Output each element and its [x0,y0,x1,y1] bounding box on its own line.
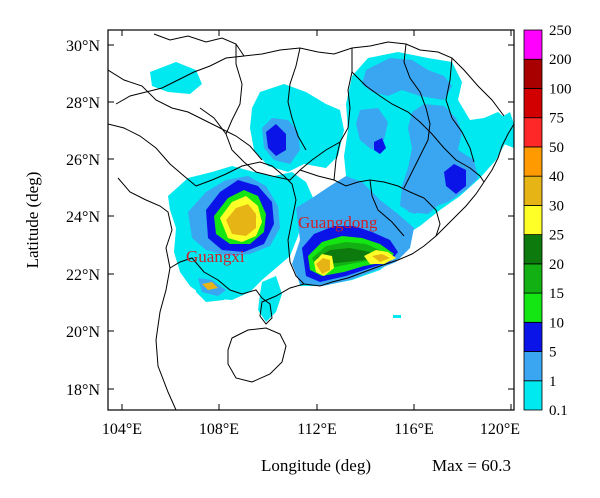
province-border-g [351,71,485,183]
province-border-north [153,33,505,117]
colorbar-swatch [523,117,543,148]
colorbar-level-label: 20 [549,257,564,273]
colorbar-level-label: 5 [549,345,557,361]
colorbar-level-label: 25 [549,228,564,244]
province-border-b [108,123,197,187]
colorbar-swatch [523,292,543,323]
province-border-h [403,43,431,189]
y-axis [108,44,514,390]
colorbar-level-label: 75 [549,111,564,127]
x-tick-label: 112°E [297,421,337,438]
rain-band-cyan-ne [498,112,514,148]
colorbar-swatch [523,88,543,119]
rain-band-1to5-east [362,58,452,100]
mainland-coastline [169,123,514,325]
colorbar-swatch [523,234,543,265]
colorbar-swatch [523,204,543,236]
x-tick-label: 116°E [394,421,434,438]
colorbar-swatch [523,175,543,206]
y-tick-label: 28°N [66,95,100,112]
province-border-m [333,141,341,181]
colorbar-swatch [523,29,543,60]
colorbar-swatch [523,351,543,382]
region-label-guangdong: Guangdong [298,213,378,232]
rain-band-5to10-east [444,164,466,194]
x-tick-label: 120°E [480,421,520,438]
colorbar-level-label: 250 [549,23,572,39]
y-tick-label: 18°N [66,382,100,399]
colorbar-swatch [523,58,543,89]
colorbar-swatch [523,263,543,294]
province-border-d [225,44,353,181]
rain-band-5to10-north [266,124,286,156]
x-tick-label: 104°E [102,421,142,438]
rain-band-5to10-spot [374,138,386,154]
colorbar-swatch [523,146,543,177]
vietnam-coast [155,267,177,410]
province-border-n [369,179,405,237]
boundary-lines [108,33,514,410]
x-axis-title: Longitude (deg) [261,456,371,475]
province-border-l [199,107,227,135]
province-border-i [445,57,475,163]
y-tick-label: 30°N [66,38,100,55]
y-tick-label: 22°N [66,267,100,284]
y-tick-label: 24°N [66,209,100,226]
province-border-j [287,47,307,151]
region-label-guangxi: Guangxi [186,247,245,266]
colorbar-swatch [523,321,543,352]
rain-peak-east-orange [372,254,390,262]
map-panel: 104°E 108°E 112°E 116°E 120°E 30°N 28°N … [23,29,520,475]
colorbar-level-label: 100 [549,81,572,97]
x-tick-label: 108°E [199,421,239,438]
x-axis [121,30,512,410]
y-axis-title: Latitude (deg) [23,172,42,269]
province-border-a [108,69,263,161]
y-tick-label: 20°N [66,324,100,341]
colorbar-swatches [523,29,543,411]
y-tick-label: 26°N [66,152,100,169]
colorbar-level-label: 40 [549,169,564,185]
province-border-k [115,55,245,105]
province-border-e [195,161,305,285]
max-value-label: Max = 60.3 [432,456,511,475]
colorbar-level-label: 200 [549,52,572,68]
rain-peak-gx-orange [226,204,256,236]
colorbar-level-label: 1 [549,374,557,390]
rain-band-cyan-nw [150,62,202,94]
colorbar-level-label: 10 [549,315,564,331]
rain-peak-sw [202,282,218,290]
colorbar-swatch [523,380,543,411]
rain-peak-gd-orange [316,258,330,274]
colorbar-level-label: 0.1 [549,403,568,419]
hainan-island-outline [227,327,287,383]
colorbar-level-label: 15 [549,286,564,302]
colorbar-level-label: 30 [549,198,564,214]
province-border-c [117,177,173,269]
rain-dot-cyan [393,315,401,318]
colorbar-level-label: 50 [549,140,564,156]
map-frame [107,29,515,411]
